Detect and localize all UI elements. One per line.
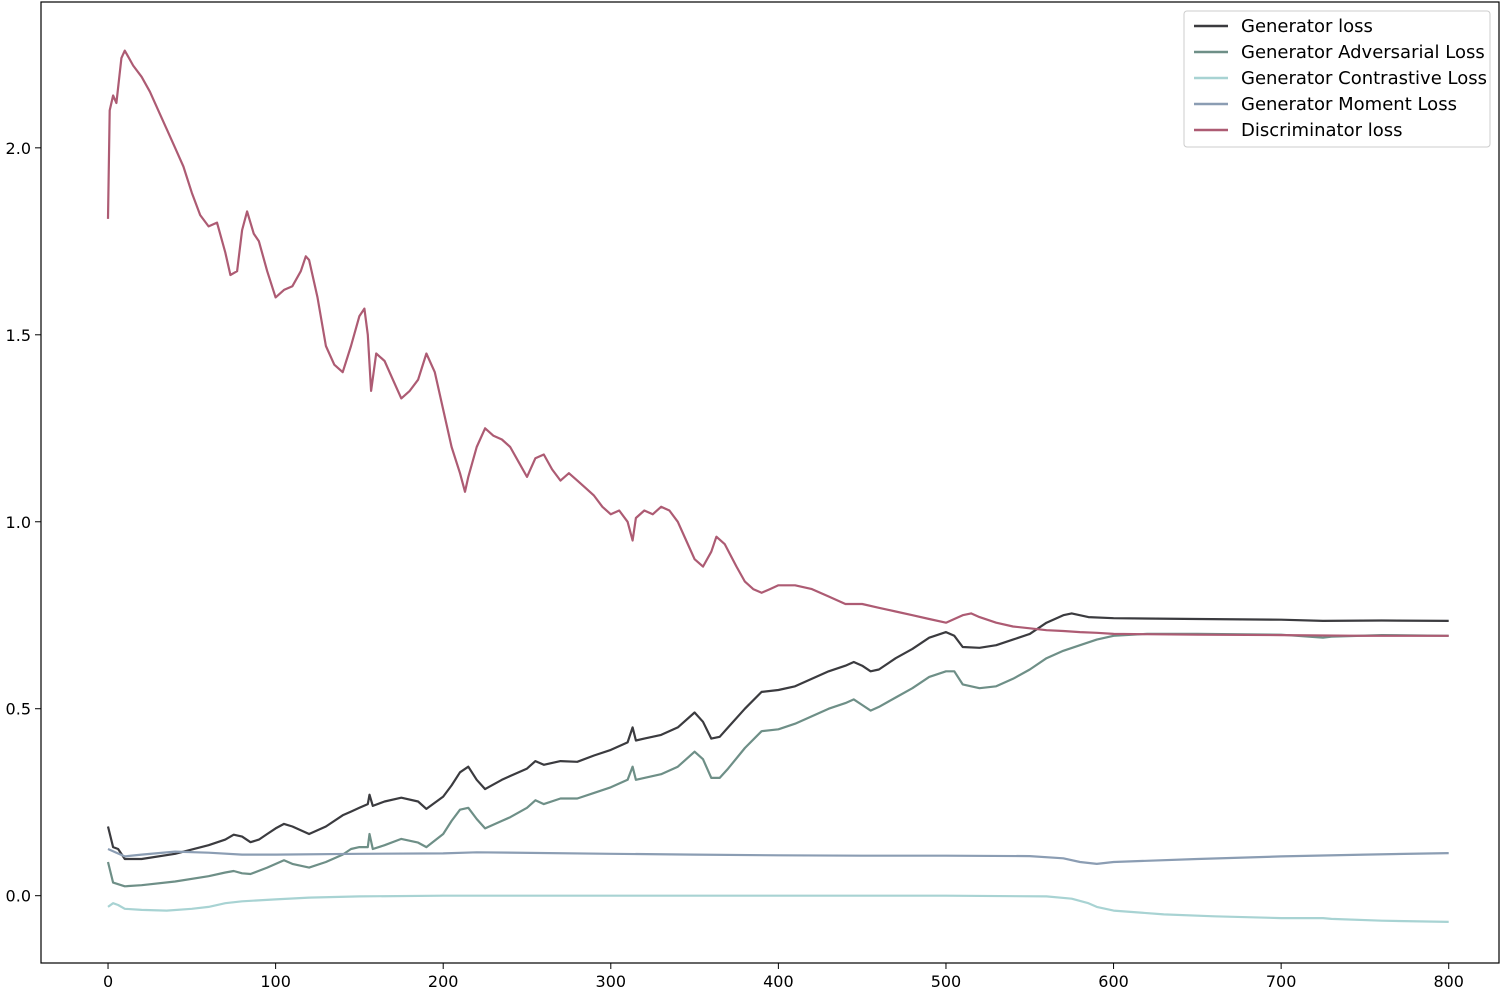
x-tick-label: 200 xyxy=(428,972,459,989)
x-tick-label: 400 xyxy=(763,972,794,989)
series-line-0 xyxy=(106,612,1449,861)
x-tick-label: 0 xyxy=(103,972,113,989)
x-axis: 0 100 200 300 400 500 600 700 800 xyxy=(103,963,1464,989)
x-tick-label: 500 xyxy=(931,972,962,989)
x-tick-label: 800 xyxy=(1433,972,1464,989)
legend-box xyxy=(1183,10,1491,148)
legend-label: Discriminator loss xyxy=(1241,120,1402,141)
y-tick-label: 0.0 xyxy=(6,887,31,906)
series-line-1 xyxy=(106,632,1449,888)
series-line-3 xyxy=(107,847,1449,865)
y-tick-label: 1.5 xyxy=(6,326,31,345)
series-layer xyxy=(106,49,1449,923)
y-axis: 0.0 0.5 1.0 1.5 2.0 xyxy=(6,139,41,906)
y-tick-label: 1.0 xyxy=(6,513,31,532)
x-tick-label: 600 xyxy=(1098,972,1129,989)
y-tick-label: 2.0 xyxy=(6,139,31,158)
legend: Generator loss Generator Adversarial Loss… xyxy=(1183,10,1491,148)
x-tick-label: 700 xyxy=(1266,972,1297,989)
y-tick-label: 0.5 xyxy=(6,700,31,719)
x-tick-label: 100 xyxy=(260,972,291,989)
series-line-4 xyxy=(106,49,1449,637)
x-tick-label: 300 xyxy=(596,972,627,989)
plot-frame xyxy=(40,1,1500,964)
legend-label: Generator Adversarial Loss xyxy=(1241,42,1485,63)
legend-label: Generator Moment Loss xyxy=(1241,94,1457,115)
series-line-2 xyxy=(107,894,1449,923)
legend-label: Generator loss xyxy=(1241,16,1373,37)
legend-label: Generator Contrastive Loss xyxy=(1241,68,1487,89)
